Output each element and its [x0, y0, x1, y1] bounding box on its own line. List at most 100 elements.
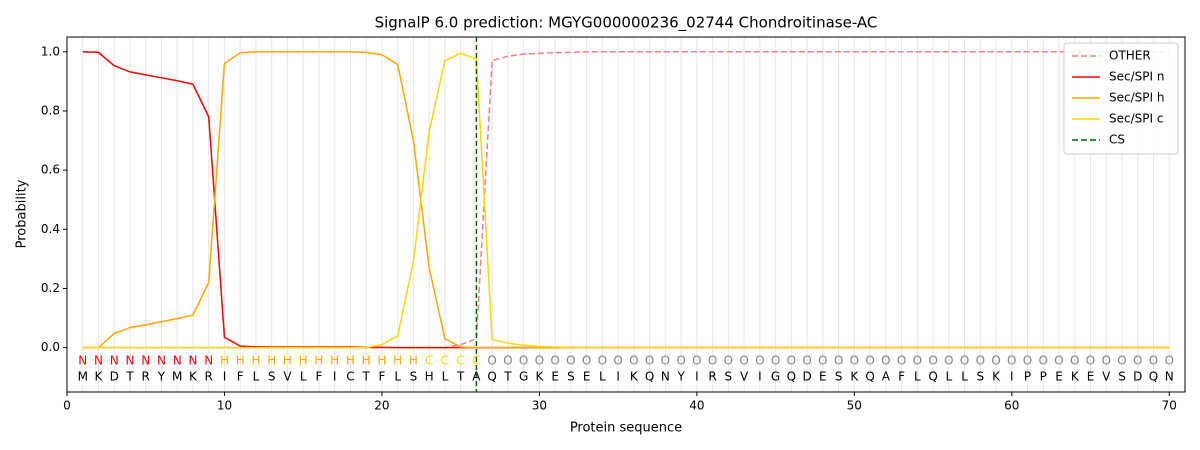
region-label: O: [818, 354, 827, 368]
x-tick-label: 0: [63, 399, 71, 413]
residue: I: [223, 370, 227, 384]
region-label: C: [456, 354, 464, 368]
residue: D: [110, 370, 119, 384]
region-label: H: [251, 354, 260, 368]
residue: S: [1118, 370, 1126, 384]
residue: E: [551, 370, 559, 384]
x-tick-label: 40: [689, 399, 704, 413]
region-label: O: [1070, 354, 1079, 368]
region-label: H: [236, 354, 245, 368]
region-label: N: [141, 354, 150, 368]
residue: P: [1040, 370, 1047, 384]
residue: E: [1055, 370, 1063, 384]
residue: A: [882, 370, 891, 384]
region-label: O: [487, 354, 496, 368]
x-tick-label: 60: [1004, 399, 1019, 413]
region-label: O: [692, 354, 701, 368]
residue: M: [78, 370, 88, 384]
region-label: O: [535, 354, 544, 368]
x-tick-label: 20: [374, 399, 389, 413]
residue: G: [771, 370, 780, 384]
y-tick-label: 0.6: [41, 163, 60, 177]
residue: L: [945, 370, 952, 384]
region-label: O: [881, 354, 890, 368]
region-label: H: [362, 354, 371, 368]
region-label: N: [125, 354, 134, 368]
region-label: O: [991, 354, 1000, 368]
residue: R: [142, 370, 150, 384]
region-label: O: [708, 354, 717, 368]
residue: R: [708, 370, 716, 384]
residue: S: [725, 370, 733, 384]
residue: M: [172, 370, 182, 384]
region-label: N: [173, 354, 182, 368]
region-label: O: [1054, 354, 1063, 368]
region-label: O: [629, 354, 638, 368]
region-label: O: [834, 354, 843, 368]
residue: K: [535, 370, 544, 384]
residue: G: [519, 370, 528, 384]
residue: E: [583, 370, 591, 384]
region-label: O: [944, 354, 953, 368]
region-label: O: [976, 354, 985, 368]
region-label: O: [582, 354, 591, 368]
legend-label: CS: [1109, 133, 1125, 147]
residue: T: [503, 370, 512, 384]
legend-box: [1063, 42, 1179, 155]
legend-label: Sec/SPI h: [1109, 91, 1164, 105]
region-label: O: [519, 354, 528, 368]
region-label: O: [550, 354, 559, 368]
region-label: H: [220, 354, 229, 368]
region-label: O: [960, 354, 969, 368]
residue: K: [1071, 370, 1080, 384]
residue: F: [378, 370, 385, 384]
residue: R: [205, 370, 213, 384]
residue: L: [961, 370, 968, 384]
region-label: N: [78, 354, 87, 368]
region-label: O: [802, 354, 811, 368]
residue: N: [661, 370, 670, 384]
region-label: O: [739, 354, 748, 368]
residue: N: [1165, 370, 1174, 384]
region-label: N: [188, 354, 197, 368]
legend-label: Sec/SPI c: [1109, 112, 1163, 126]
x-tick-label: 10: [217, 399, 232, 413]
region-label: O: [1039, 354, 1048, 368]
residue: T: [362, 370, 371, 384]
legend-label: OTHER: [1109, 49, 1151, 63]
residue: F: [315, 370, 322, 384]
x-tick-label: 50: [847, 399, 862, 413]
region-label: H: [314, 354, 323, 368]
region-label: O: [1086, 354, 1095, 368]
x-tick-label: 70: [1162, 399, 1177, 413]
residue: I: [333, 370, 337, 384]
region-label: O: [1102, 354, 1111, 368]
plot-frame: [66, 36, 1186, 393]
x-axis-label: Protein sequence: [570, 421, 682, 436]
residue: K: [189, 370, 198, 384]
residue: S: [835, 370, 843, 384]
residue: Q: [865, 370, 874, 384]
residue: K: [850, 370, 859, 384]
residue: I: [758, 370, 762, 384]
residue: L: [394, 370, 401, 384]
y-tick-label: 0.8: [41, 103, 60, 117]
residue: D: [1133, 370, 1142, 384]
region-label: O: [913, 354, 922, 368]
region-label: O: [724, 354, 733, 368]
region-label: O: [1117, 354, 1126, 368]
region-label: H: [377, 354, 386, 368]
residue: L: [599, 370, 606, 384]
region-label: O: [928, 354, 937, 368]
residue: V: [1102, 370, 1111, 384]
y-tick-label: 0.0: [41, 340, 60, 354]
residue: I: [695, 370, 699, 384]
region-label: O: [676, 354, 685, 368]
region-label: H: [409, 354, 418, 368]
region-label: O: [850, 354, 859, 368]
residue: I: [616, 370, 620, 384]
region-label: O: [787, 354, 796, 368]
residue: S: [976, 370, 984, 384]
residue: K: [95, 370, 104, 384]
region-label: H: [346, 354, 355, 368]
